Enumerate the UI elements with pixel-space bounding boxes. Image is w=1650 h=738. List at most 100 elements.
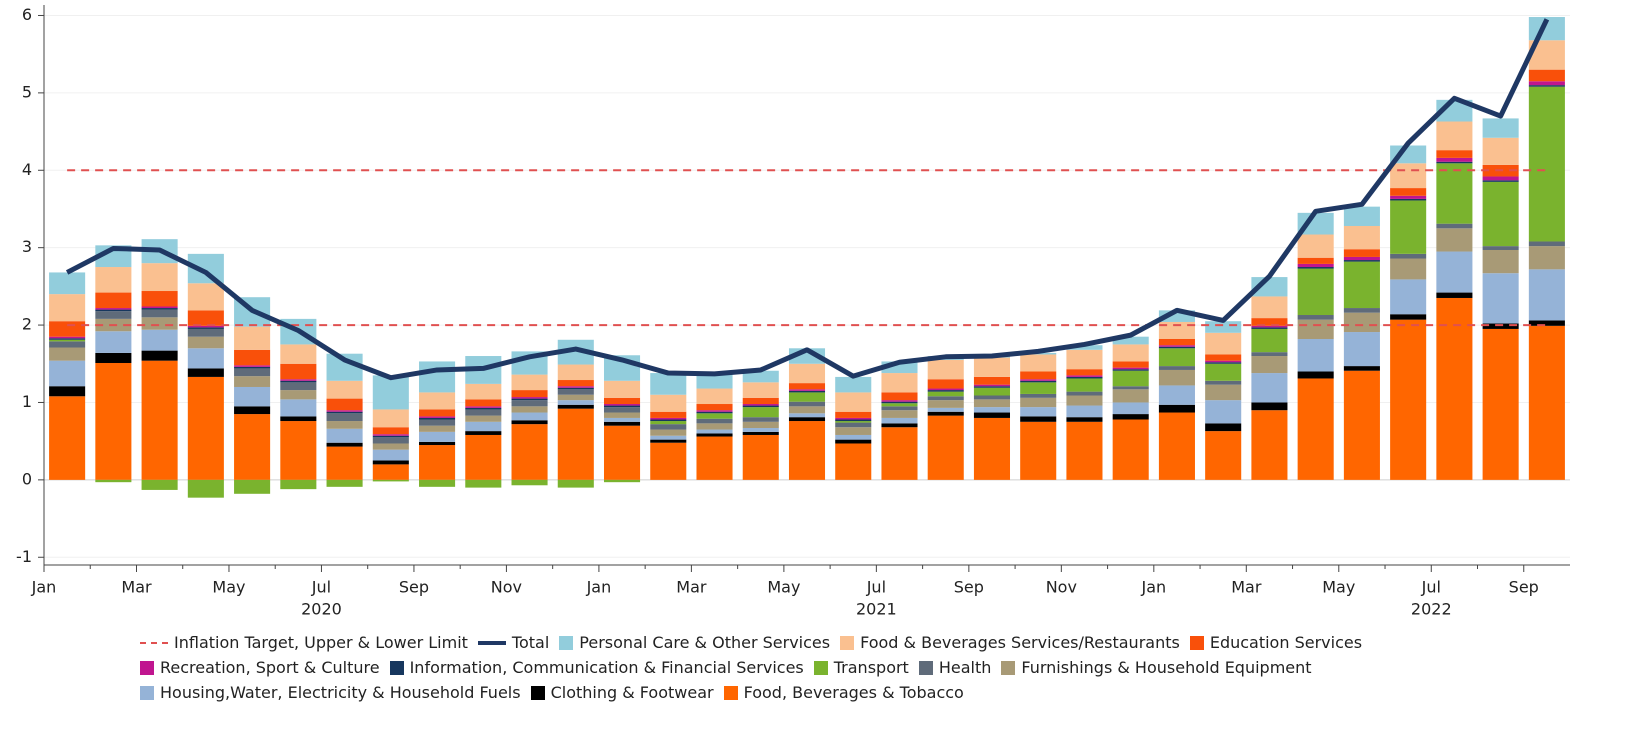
legend-label: Transport xyxy=(833,658,909,677)
legend-item: Information, Communication & Financial S… xyxy=(389,658,804,677)
bar-segment xyxy=(1528,325,1565,480)
bar-segment xyxy=(1205,360,1242,363)
bar-segment xyxy=(927,391,964,397)
bar-segment xyxy=(788,421,826,480)
bar-segment xyxy=(1066,417,1103,422)
bar-segment xyxy=(1158,345,1195,347)
bar-segment xyxy=(973,407,1011,413)
bar-segment xyxy=(788,406,826,414)
bar-segment xyxy=(650,442,687,480)
bar-segment xyxy=(141,317,178,330)
bar-segment xyxy=(1390,279,1427,315)
bar-segment xyxy=(1297,212,1334,235)
bar-segment xyxy=(1158,321,1195,339)
bar-segment xyxy=(696,413,733,419)
legend-label: Inflation Target, Upper & Lower Limit xyxy=(174,633,468,652)
bar-segment xyxy=(1112,369,1149,371)
bar-segment xyxy=(1251,296,1288,319)
bar-segment xyxy=(1066,345,1103,350)
x-tick-label: Mar xyxy=(1231,578,1262,597)
bar-segment xyxy=(1436,161,1473,164)
bar-segment xyxy=(234,365,271,367)
bar-segment xyxy=(973,387,1011,396)
bar-segment xyxy=(372,449,409,461)
bar-segment xyxy=(1528,86,1565,242)
bar-segment xyxy=(1343,332,1380,367)
bar-segment xyxy=(1482,176,1519,181)
bar-segment xyxy=(187,348,224,369)
bar-segment xyxy=(326,446,363,480)
bar-segment xyxy=(1251,402,1288,411)
bar-segment xyxy=(557,408,594,480)
bar-segment xyxy=(280,399,317,417)
bar-segment xyxy=(1205,363,1242,381)
bar-segment xyxy=(511,397,548,399)
bar-segment xyxy=(1436,251,1473,293)
bar-segment xyxy=(372,409,409,428)
bar-segment xyxy=(650,435,687,440)
bar-segment xyxy=(465,421,502,432)
legend-row: Recreation, Sport & Culture Information, … xyxy=(140,655,1540,680)
legend-swatch xyxy=(389,660,404,675)
bar-segment xyxy=(187,328,224,337)
bar-segment xyxy=(557,380,594,387)
bar-segment xyxy=(465,406,502,408)
bar-segment xyxy=(1020,380,1057,383)
bar-segment xyxy=(511,390,548,398)
bar-segment xyxy=(141,350,178,361)
bar-segment xyxy=(650,429,687,436)
legend-swatch xyxy=(140,641,168,644)
bar-segment xyxy=(280,416,317,422)
legend-label: Recreation, Sport & Culture xyxy=(160,658,380,677)
x-tick-label: Nov xyxy=(491,578,522,597)
bar-segment xyxy=(603,397,641,405)
y-tick-label: 2 xyxy=(22,315,32,334)
bar-segment xyxy=(1112,344,1149,362)
bar-segment xyxy=(1158,369,1195,386)
bar-segment xyxy=(696,410,733,412)
bar-segment xyxy=(280,421,317,480)
bar-segment xyxy=(280,363,317,380)
bar-segment xyxy=(973,395,1011,400)
bar-segment xyxy=(1112,367,1149,370)
legend-label: Information, Communication & Financial S… xyxy=(409,658,804,677)
bar-segment xyxy=(141,329,178,351)
legend-item: Clothing & Footwear xyxy=(530,683,714,702)
y-tick-label: 3 xyxy=(22,237,32,256)
bar-segment xyxy=(1205,354,1242,361)
bar-segment xyxy=(927,415,964,480)
bar-segment xyxy=(419,419,456,426)
bar-segment xyxy=(927,400,964,408)
bar-segment xyxy=(1251,327,1288,329)
bar-segment xyxy=(557,386,594,388)
bar-segment xyxy=(511,479,548,486)
legend-item: Total xyxy=(477,633,549,652)
bar-segment xyxy=(1343,308,1380,313)
bar-segment xyxy=(603,412,641,418)
bar-segment xyxy=(1020,416,1057,422)
bar-segment xyxy=(141,360,178,480)
bar-segment xyxy=(650,421,687,425)
bar-segment xyxy=(49,341,86,348)
bar-segment xyxy=(742,382,779,398)
bar-segment xyxy=(1020,354,1057,372)
x-tick-label: Jan xyxy=(31,578,57,597)
bar-segment xyxy=(927,411,964,416)
bar-segment xyxy=(372,427,409,435)
bar-segment xyxy=(1343,312,1380,333)
bar-segment xyxy=(419,417,456,420)
bar-segment xyxy=(372,435,409,438)
bar-segment xyxy=(973,376,1011,385)
legend-item: Transport xyxy=(813,658,909,677)
bar-segment xyxy=(696,411,733,414)
bar-segment xyxy=(49,272,86,295)
bar-segment xyxy=(603,405,641,408)
bar-segment xyxy=(49,294,86,322)
bar-segment xyxy=(1482,181,1519,247)
bar-segment xyxy=(835,422,872,428)
bar-segment xyxy=(1436,292,1473,298)
bar-segment xyxy=(835,421,872,423)
bar-segment xyxy=(881,392,918,401)
bar-segment xyxy=(419,425,456,432)
bar-segment xyxy=(1436,223,1473,229)
